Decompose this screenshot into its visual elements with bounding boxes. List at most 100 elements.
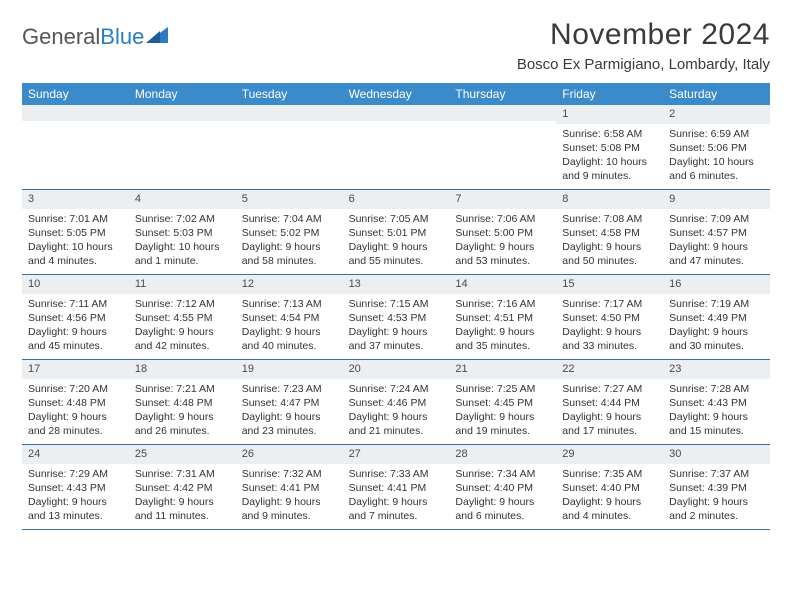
week-row: 1Sunrise: 6:58 AMSunset: 5:08 PMDaylight… (22, 105, 770, 190)
day-number (236, 105, 343, 121)
daylight-text: Daylight: 10 hours and 1 minute. (135, 240, 230, 268)
daylight-text: Daylight: 9 hours and 26 minutes. (135, 410, 230, 438)
dow-thursday: Thursday (449, 83, 556, 105)
day-cell: 10Sunrise: 7:11 AMSunset: 4:56 PMDayligh… (22, 275, 129, 359)
day-number: 22 (556, 360, 663, 379)
day-body: Sunrise: 7:23 AMSunset: 4:47 PMDaylight:… (236, 379, 343, 443)
day-body: Sunrise: 7:24 AMSunset: 4:46 PMDaylight:… (343, 379, 450, 443)
daylight-text: Daylight: 10 hours and 4 minutes. (28, 240, 123, 268)
day-cell: 9Sunrise: 7:09 AMSunset: 4:57 PMDaylight… (663, 190, 770, 274)
day-cell: 16Sunrise: 7:19 AMSunset: 4:49 PMDayligh… (663, 275, 770, 359)
sunrise-text: Sunrise: 7:19 AM (669, 297, 764, 311)
sunrise-text: Sunrise: 7:05 AM (349, 212, 444, 226)
day-body: Sunrise: 7:27 AMSunset: 4:44 PMDaylight:… (556, 379, 663, 443)
calendar-page: GeneralBlue November 2024 Bosco Ex Parmi… (0, 0, 792, 540)
daylight-text: Daylight: 9 hours and 19 minutes. (455, 410, 550, 438)
day-number: 6 (343, 190, 450, 209)
day-body (236, 121, 343, 128)
sunset-text: Sunset: 4:45 PM (455, 396, 550, 410)
day-number: 11 (129, 275, 236, 294)
day-body: Sunrise: 7:04 AMSunset: 5:02 PMDaylight:… (236, 209, 343, 273)
day-of-week-header: Sunday Monday Tuesday Wednesday Thursday… (22, 83, 770, 105)
day-body: Sunrise: 7:09 AMSunset: 4:57 PMDaylight:… (663, 209, 770, 273)
day-cell: 27Sunrise: 7:33 AMSunset: 4:41 PMDayligh… (343, 445, 450, 529)
day-cell: 2 Sunrise: 6:59 AMSunset: 5:06 PMDaylight… (663, 105, 770, 189)
dow-tuesday: Tuesday (236, 83, 343, 105)
day-cell: 12Sunrise: 7:13 AMSunset: 4:54 PMDayligh… (236, 275, 343, 359)
sunrise-text: Sunrise: 7:04 AM (242, 212, 337, 226)
day-number: 16 (663, 275, 770, 294)
day-number: 24 (22, 445, 129, 464)
sunrise-text: Sunrise: 7:25 AM (455, 382, 550, 396)
sunrise-text: Sunrise: 7:37 AM (669, 467, 764, 481)
day-body: Sunrise: 7:19 AMSunset: 4:49 PMDaylight:… (663, 294, 770, 358)
sunrise-text: Sunrise: 7:12 AM (135, 297, 230, 311)
day-number: 4 (129, 190, 236, 209)
day-number: 19 (236, 360, 343, 379)
daylight-text: Daylight: 10 hours and 9 minutes. (562, 155, 657, 183)
day-number: 21 (449, 360, 556, 379)
sunset-text: Sunset: 4:47 PM (242, 396, 337, 410)
day-number: 8 (556, 190, 663, 209)
day-cell: 4Sunrise: 7:02 AMSunset: 5:03 PMDaylight… (129, 190, 236, 274)
daylight-text: Daylight: 9 hours and 28 minutes. (28, 410, 123, 438)
day-number: 29 (556, 445, 663, 464)
day-cell: 8Sunrise: 7:08 AMSunset: 4:58 PMDaylight… (556, 190, 663, 274)
daylight-text: Daylight: 9 hours and 17 minutes. (562, 410, 657, 438)
sunset-text: Sunset: 5:08 PM (562, 141, 657, 155)
day-cell: 29Sunrise: 7:35 AMSunset: 4:40 PMDayligh… (556, 445, 663, 529)
weeks-container: 1Sunrise: 6:58 AMSunset: 5:08 PMDaylight… (22, 105, 770, 530)
calendar-grid: Sunday Monday Tuesday Wednesday Thursday… (22, 83, 770, 530)
daylight-text: Daylight: 9 hours and 23 minutes. (242, 410, 337, 438)
day-body: Sunrise: 7:21 AMSunset: 4:48 PMDaylight:… (129, 379, 236, 443)
day-cell (236, 105, 343, 189)
daylight-text: Daylight: 10 hours and 6 minutes. (669, 155, 764, 183)
day-body: Sunrise: 7:20 AMSunset: 4:48 PMDaylight:… (22, 379, 129, 443)
sunset-text: Sunset: 4:48 PM (28, 396, 123, 410)
day-number: 2 (663, 105, 770, 124)
sunrise-text: Sunrise: 7:16 AM (455, 297, 550, 311)
daylight-text: Daylight: 9 hours and 37 minutes. (349, 325, 444, 353)
sunset-text: Sunset: 4:58 PM (562, 226, 657, 240)
week-row: 24Sunrise: 7:29 AMSunset: 4:43 PMDayligh… (22, 445, 770, 530)
day-number: 13 (343, 275, 450, 294)
day-number: 9 (663, 190, 770, 209)
day-cell: 3Sunrise: 7:01 AMSunset: 5:05 PMDaylight… (22, 190, 129, 274)
day-number: 1 (556, 105, 663, 124)
day-number (22, 105, 129, 121)
day-cell: 5Sunrise: 7:04 AMSunset: 5:02 PMDaylight… (236, 190, 343, 274)
sunrise-text: Sunrise: 7:21 AM (135, 382, 230, 396)
day-body: Sunrise: 7:05 AMSunset: 5:01 PMDaylight:… (343, 209, 450, 273)
daylight-text: Daylight: 9 hours and 33 minutes. (562, 325, 657, 353)
day-cell (449, 105, 556, 189)
sunset-text: Sunset: 4:51 PM (455, 311, 550, 325)
sunrise-text: Sunrise: 7:24 AM (349, 382, 444, 396)
sunset-text: Sunset: 5:06 PM (669, 141, 764, 155)
day-body: Sunrise: 7:12 AMSunset: 4:55 PMDaylight:… (129, 294, 236, 358)
day-body (22, 121, 129, 128)
day-body: Sunrise: 7:17 AMSunset: 4:50 PMDaylight:… (556, 294, 663, 358)
sunrise-text: Sunrise: 7:02 AM (135, 212, 230, 226)
sunset-text: Sunset: 4:48 PM (135, 396, 230, 410)
daylight-text: Daylight: 9 hours and 40 minutes. (242, 325, 337, 353)
sunrise-text: Sunrise: 7:09 AM (669, 212, 764, 226)
day-cell: 20Sunrise: 7:24 AMSunset: 4:46 PMDayligh… (343, 360, 450, 444)
header-row: GeneralBlue November 2024 Bosco Ex Parmi… (22, 18, 770, 73)
dow-saturday: Saturday (663, 83, 770, 105)
day-cell: 30Sunrise: 7:37 AMSunset: 4:39 PMDayligh… (663, 445, 770, 529)
daylight-text: Daylight: 9 hours and 9 minutes. (242, 495, 337, 523)
sunset-text: Sunset: 5:05 PM (28, 226, 123, 240)
sunrise-text: Sunrise: 7:31 AM (135, 467, 230, 481)
sunset-text: Sunset: 4:57 PM (669, 226, 764, 240)
day-number: 23 (663, 360, 770, 379)
day-number: 17 (22, 360, 129, 379)
week-row: 10Sunrise: 7:11 AMSunset: 4:56 PMDayligh… (22, 275, 770, 360)
sunset-text: Sunset: 4:41 PM (242, 481, 337, 495)
sunrise-text: Sunrise: 6:59 AM (669, 127, 764, 141)
day-cell: 19Sunrise: 7:23 AMSunset: 4:47 PMDayligh… (236, 360, 343, 444)
daylight-text: Daylight: 9 hours and 35 minutes. (455, 325, 550, 353)
day-cell: 24Sunrise: 7:29 AMSunset: 4:43 PMDayligh… (22, 445, 129, 529)
day-body: Sunrise: 7:33 AMSunset: 4:41 PMDaylight:… (343, 464, 450, 528)
sunrise-text: Sunrise: 7:23 AM (242, 382, 337, 396)
sunset-text: Sunset: 5:01 PM (349, 226, 444, 240)
